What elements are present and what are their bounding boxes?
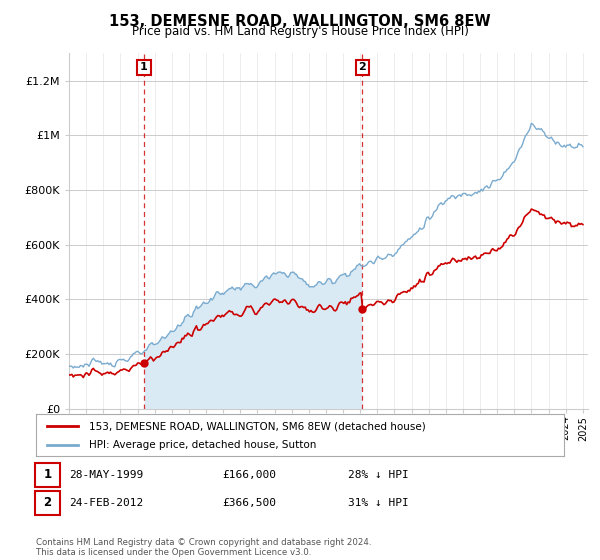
- Text: Price paid vs. HM Land Registry's House Price Index (HPI): Price paid vs. HM Land Registry's House …: [131, 25, 469, 38]
- Text: £366,500: £366,500: [222, 498, 276, 508]
- Text: 1: 1: [43, 468, 52, 482]
- Text: 2: 2: [43, 496, 52, 510]
- Text: 153, DEMESNE ROAD, WALLINGTON, SM6 8EW: 153, DEMESNE ROAD, WALLINGTON, SM6 8EW: [109, 14, 491, 29]
- Text: 31% ↓ HPI: 31% ↓ HPI: [348, 498, 409, 508]
- Text: 24-FEB-2012: 24-FEB-2012: [69, 498, 143, 508]
- Text: 28% ↓ HPI: 28% ↓ HPI: [348, 470, 409, 480]
- Text: £166,000: £166,000: [222, 470, 276, 480]
- Text: Contains HM Land Registry data © Crown copyright and database right 2024.
This d: Contains HM Land Registry data © Crown c…: [36, 538, 371, 557]
- Text: 28-MAY-1999: 28-MAY-1999: [69, 470, 143, 480]
- Text: 1: 1: [140, 62, 148, 72]
- Text: 2: 2: [358, 62, 366, 72]
- Text: 153, DEMESNE ROAD, WALLINGTON, SM6 8EW (detached house): 153, DEMESNE ROAD, WALLINGTON, SM6 8EW (…: [89, 421, 425, 431]
- Text: HPI: Average price, detached house, Sutton: HPI: Average price, detached house, Sutt…: [89, 440, 316, 450]
